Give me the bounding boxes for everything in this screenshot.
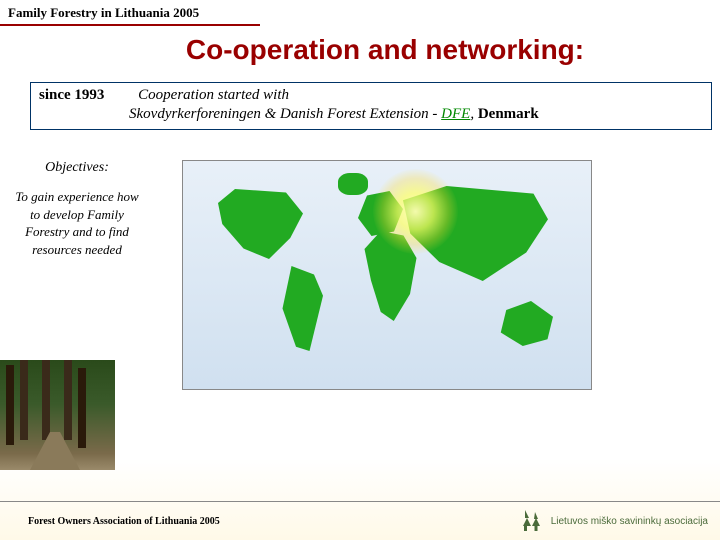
mid-row: Objectives: To gain experience how to de…: [0, 160, 720, 390]
header-text: Family Forestry in Lithuania 2005: [8, 5, 199, 20]
continent-au: [498, 301, 553, 346]
footer: Forest Owners Association of Lithuania 2…: [0, 501, 720, 534]
continent-na: [218, 189, 303, 259]
continent-sa: [278, 266, 323, 351]
coop-comma: ,: [470, 106, 478, 122]
objectives-label: Objectives:: [12, 160, 142, 176]
footer-right: Lietuvos miško savininkų asociacija: [517, 508, 708, 534]
coop-line-1: since 1993 Cooperation started with: [39, 87, 703, 104]
denmark-highlight-glow: [373, 169, 458, 254]
footer-left: Forest Owners Association of Lithuania 2…: [28, 516, 220, 527]
coop-org: Skovdyrkerforeningen & Danish Forest Ext…: [129, 106, 441, 122]
page-title: Co-operation and networking:: [50, 34, 720, 66]
header-bar: Family Forestry in Lithuania 2005: [0, 0, 260, 26]
tree-logo-icon: [517, 508, 545, 534]
continent-gl: [338, 173, 368, 195]
dfe-link[interactable]: DFE: [441, 106, 470, 122]
coop-started: Cooperation started with: [138, 87, 289, 103]
world-map: [182, 160, 592, 390]
objectives-col: Objectives: To gain experience how to de…: [12, 160, 142, 390]
objectives-body: To gain experience how to develop Family…: [12, 188, 142, 258]
cooperation-box: since 1993 Cooperation started with Skov…: [30, 82, 712, 130]
forest-photo: [0, 360, 115, 470]
since-year: since 1993: [39, 87, 104, 103]
denmark-label: Denmark: [478, 106, 539, 122]
footer-org: Lietuvos miško savininkų asociacija: [551, 516, 708, 527]
coop-line-2: Skovdyrkerforeningen & Danish Forest Ext…: [39, 106, 703, 123]
